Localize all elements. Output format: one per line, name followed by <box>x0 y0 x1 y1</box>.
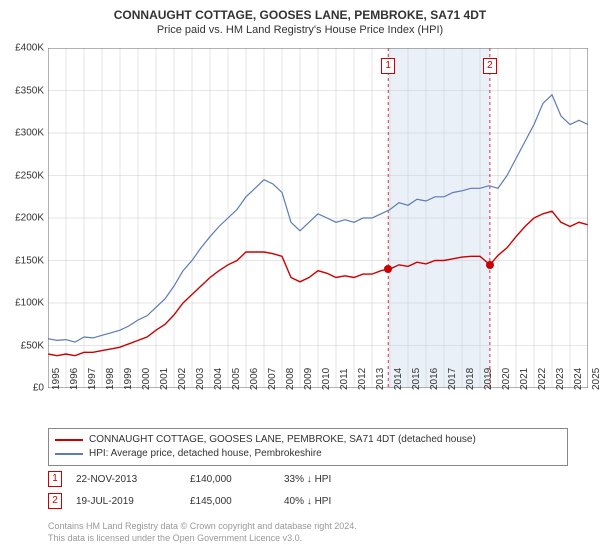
legend-swatch <box>55 439 83 441</box>
chart-subtitle: Price paid vs. HM Land Registry's House … <box>0 22 600 36</box>
y-axis-tick: £100K <box>15 298 44 309</box>
x-axis-tick: 2022 <box>537 368 548 390</box>
x-axis-tick: 2015 <box>411 368 422 390</box>
legend-label: CONNAUGHT COTTAGE, GOOSES LANE, PEMBROKE… <box>89 433 476 447</box>
x-axis-tick: 2009 <box>303 368 314 390</box>
sales-row: 2 19-JUL-2019 £145,000 40% ↓ HPI <box>48 490 384 512</box>
sale-marker-dot <box>384 265 392 273</box>
x-axis-tick: 2010 <box>321 368 332 390</box>
chart-area: £0£50K£100K£150K£200K£250K£300K£350K£400… <box>48 48 588 388</box>
y-axis-tick: £200K <box>15 213 44 224</box>
x-axis-tick: 2020 <box>501 368 512 390</box>
x-axis-tick: 1998 <box>105 368 116 390</box>
x-axis-tick: 2001 <box>159 368 170 390</box>
x-axis-tick: 2000 <box>141 368 152 390</box>
x-axis-tick: 2018 <box>465 368 476 390</box>
legend: CONNAUGHT COTTAGE, GOOSES LANE, PEMBROKE… <box>48 428 568 466</box>
x-axis-tick: 1995 <box>51 368 62 390</box>
x-axis-tick: 2021 <box>519 368 530 390</box>
sale-date: 19-JUL-2019 <box>76 496 176 507</box>
y-axis-tick: £0 <box>33 383 44 394</box>
x-axis-tick: 2019 <box>483 368 494 390</box>
x-axis-tick: 2017 <box>447 368 458 390</box>
x-axis-tick: 2014 <box>393 368 404 390</box>
sale-marker-icon: 2 <box>48 493 62 509</box>
x-axis-tick: 2025 <box>591 368 600 390</box>
chart-container: CONNAUGHT COTTAGE, GOOSES LANE, PEMBROKE… <box>0 0 600 560</box>
x-axis-tick: 2002 <box>177 368 188 390</box>
sales-row: 1 22-NOV-2013 £140,000 33% ↓ HPI <box>48 468 384 490</box>
x-axis-tick: 2011 <box>339 368 350 390</box>
x-axis-tick: 1997 <box>87 368 98 390</box>
sale-marker-box: 1 <box>381 58 395 74</box>
y-axis-tick: £250K <box>15 170 44 181</box>
x-axis-tick: 2006 <box>249 368 260 390</box>
x-axis-tick: 2004 <box>213 368 224 390</box>
x-axis-tick: 2024 <box>573 368 584 390</box>
footnote-line: Contains HM Land Registry data © Crown c… <box>48 520 357 532</box>
x-axis-tick: 2016 <box>429 368 440 390</box>
sale-date: 22-NOV-2013 <box>76 474 176 485</box>
y-axis-tick: £50K <box>21 340 44 351</box>
x-axis-tick: 2007 <box>267 368 278 390</box>
x-axis-tick: 1996 <box>69 368 80 390</box>
sales-table: 1 22-NOV-2013 £140,000 33% ↓ HPI 2 19-JU… <box>48 468 384 512</box>
x-axis-tick: 2005 <box>231 368 242 390</box>
legend-item: CONNAUGHT COTTAGE, GOOSES LANE, PEMBROKE… <box>55 433 561 447</box>
sale-marker-box: 2 <box>483 58 497 74</box>
sale-marker-icon: 1 <box>48 471 62 487</box>
footnote: Contains HM Land Registry data © Crown c… <box>48 520 357 544</box>
sale-diff: 40% ↓ HPI <box>284 496 384 507</box>
y-axis-tick: £150K <box>15 255 44 266</box>
sale-price: £140,000 <box>190 474 270 485</box>
chart-title: CONNAUGHT COTTAGE, GOOSES LANE, PEMBROKE… <box>0 0 600 22</box>
x-axis-tick: 1999 <box>123 368 134 390</box>
y-axis-tick: £350K <box>15 85 44 96</box>
y-axis-tick: £300K <box>15 128 44 139</box>
legend-swatch <box>55 453 83 455</box>
footnote-line: This data is licensed under the Open Gov… <box>48 532 357 544</box>
sale-marker-dot <box>486 261 494 269</box>
x-axis-tick: 2003 <box>195 368 206 390</box>
sale-diff: 33% ↓ HPI <box>284 474 384 485</box>
x-axis-tick: 2023 <box>555 368 566 390</box>
legend-item: HPI: Average price, detached house, Pemb… <box>55 447 561 461</box>
y-axis-tick: £400K <box>15 43 44 54</box>
sale-price: £145,000 <box>190 496 270 507</box>
legend-label: HPI: Average price, detached house, Pemb… <box>89 447 322 461</box>
x-axis-tick: 2012 <box>357 368 368 390</box>
x-axis-tick: 2008 <box>285 368 296 390</box>
chart-plot <box>48 48 588 388</box>
x-axis-tick: 2013 <box>375 368 386 390</box>
